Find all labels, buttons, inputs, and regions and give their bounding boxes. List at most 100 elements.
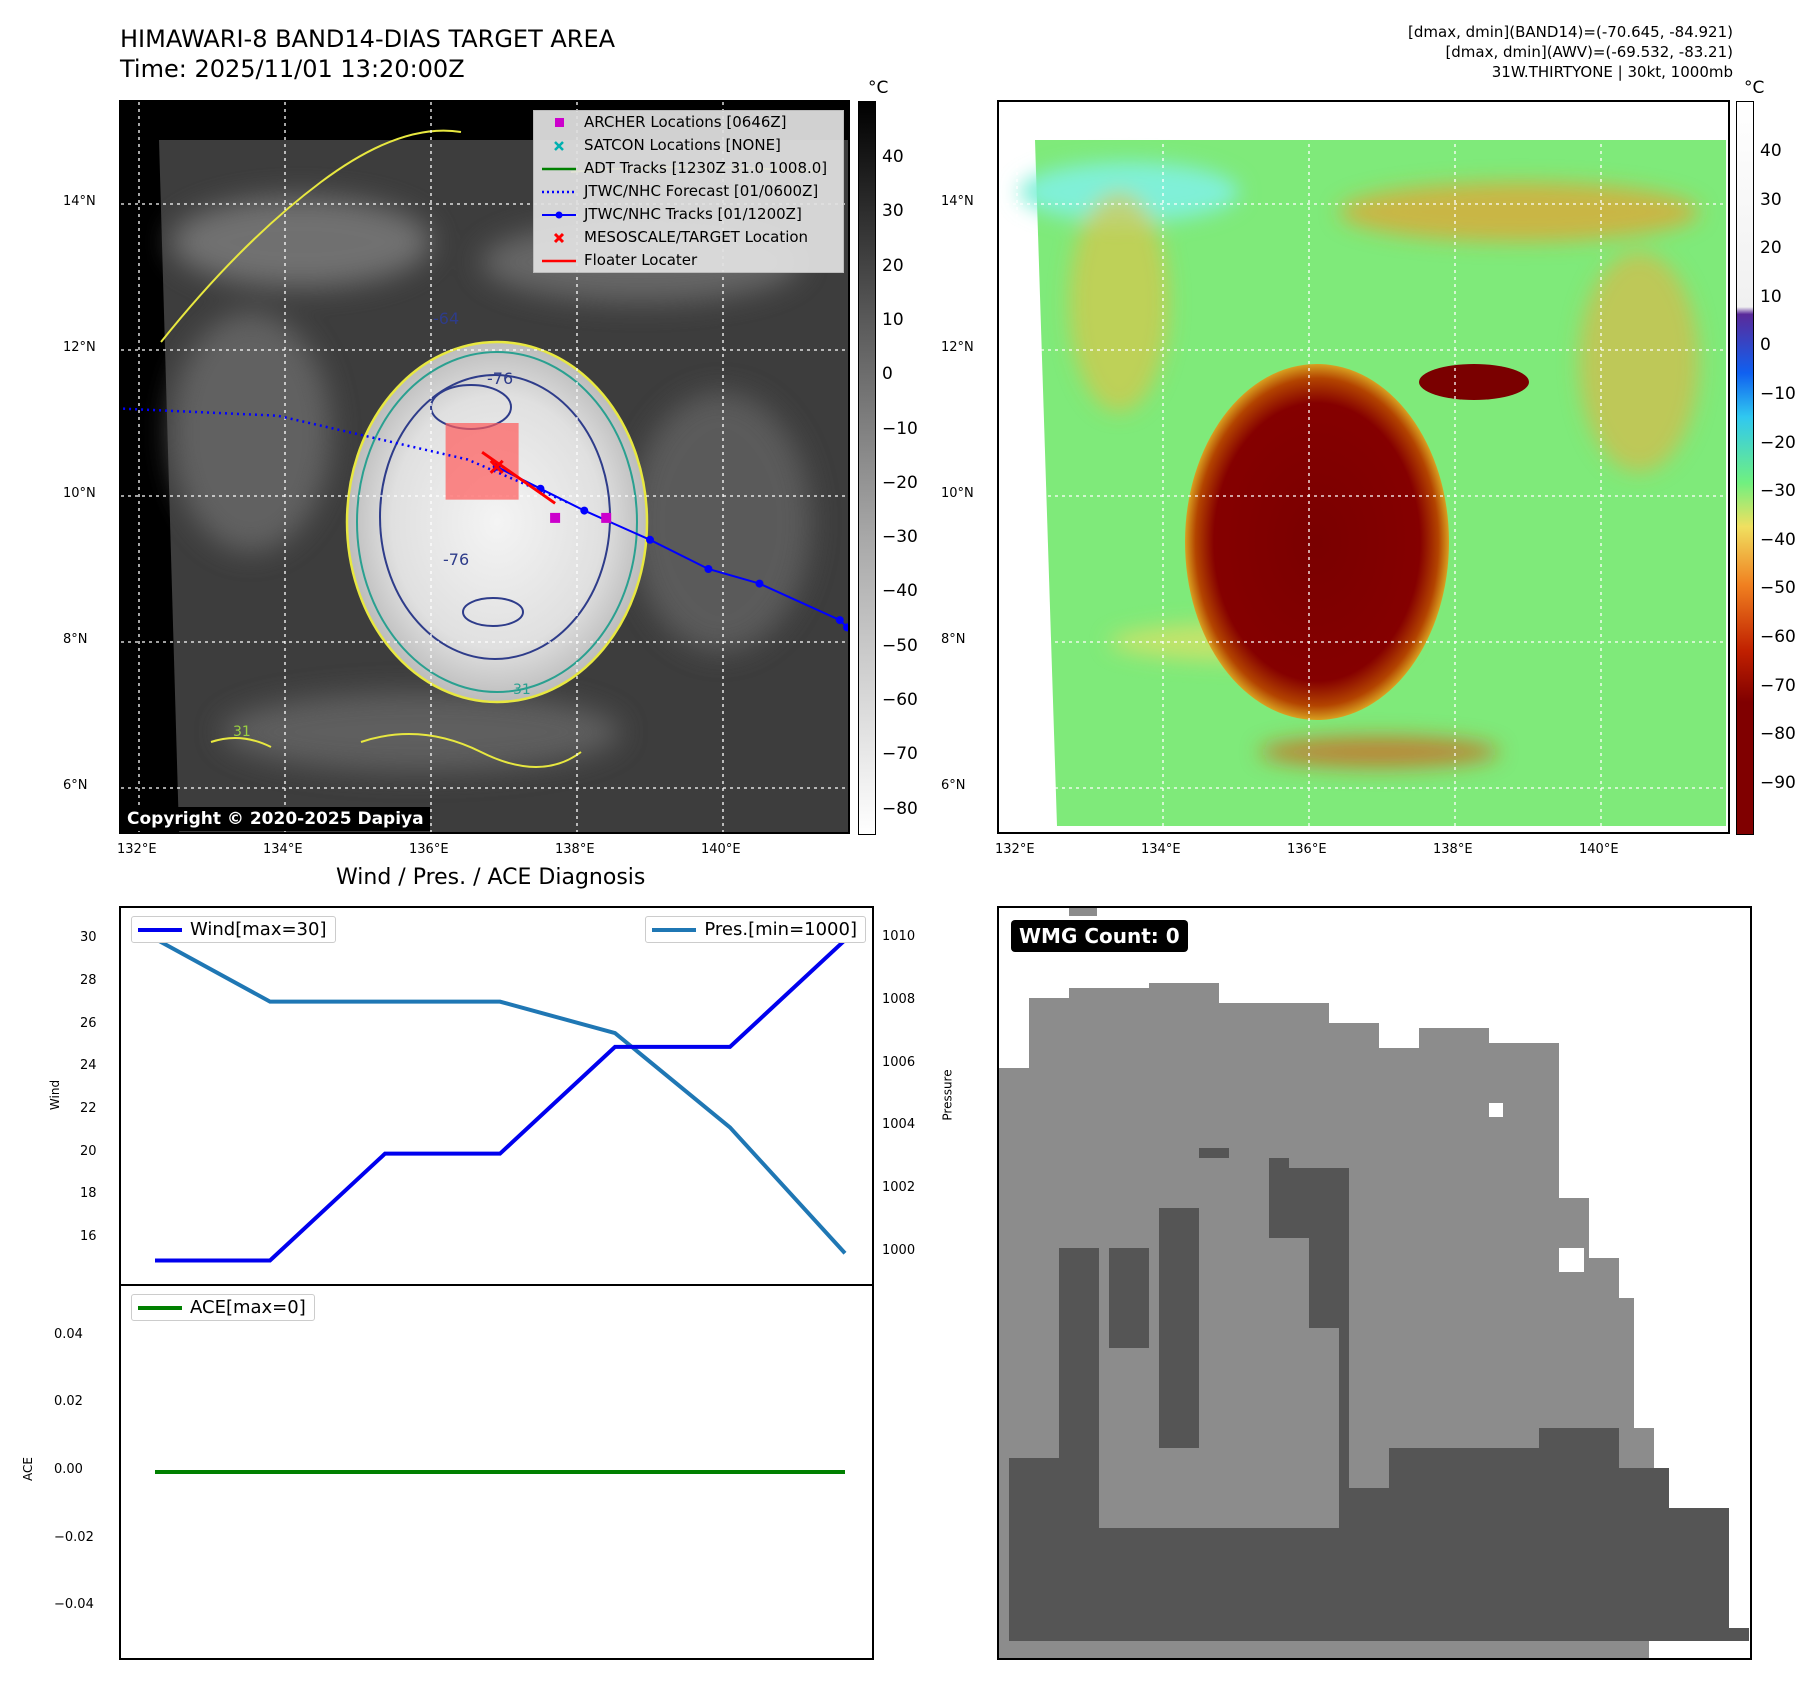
ace-legend: ACE[max=0]: [131, 1294, 315, 1321]
figure-title: HIMAWARI-8 BAND14-DIAS TARGET AREA Time:…: [120, 24, 615, 84]
info-line-3: 31W.THIRTYONE | 30kt, 1000mb: [1491, 63, 1733, 81]
copyright-label: Copyright © 2020-2025 Dapiya: [121, 807, 430, 831]
contour-label: -64: [433, 309, 460, 328]
colorbar-tick-label: −20: [882, 472, 918, 493]
colorbar-tick-label: −70: [1760, 675, 1796, 696]
legend-archer: ARCHER Locations [0646Z]: [534, 111, 843, 134]
ace-tick-label: −0.02: [54, 1529, 94, 1545]
lat-tick-label: 8°N: [63, 632, 88, 647]
pressure-tick-label: 1000: [882, 1243, 916, 1259]
ace-tick-label: 0.02: [54, 1394, 83, 1410]
colorbar-tick-label: −90: [1760, 772, 1796, 793]
colorbar-tick-label: 10: [1760, 286, 1782, 307]
info-line-2: [dmax, dmin](AWV)=(-69.532, -83.21): [1445, 43, 1733, 61]
colorbar-tick-label: −30: [1760, 481, 1796, 502]
ace-plot: [155, 1470, 845, 1474]
wind-pressure-plot: [154, 936, 847, 1263]
left-colorbar-unit: °C: [868, 78, 889, 98]
storm-info: [dmax, dmin](BAND14)=(-70.645, -84.921) …: [1408, 22, 1733, 82]
lon-tick-label: 132°E: [995, 842, 1035, 857]
lon-tick-label: 136°E: [409, 842, 449, 857]
wind-tick-label: 28: [80, 972, 97, 988]
legend-jtwc-forecast: JTWC/NHC Forecast [01/0600Z]: [542, 182, 819, 200]
lon-tick-label: 140°E: [701, 842, 741, 857]
ace-panel: ACE[max=0]: [119, 1284, 874, 1660]
contour-label: 31: [233, 724, 251, 740]
legend-floater: Floater Locater: [542, 251, 698, 269]
wmg-panel: WMG Count: 0: [997, 906, 1752, 1660]
lon-tick-label: 136°E: [1287, 842, 1327, 857]
lat-tick-label: 6°N: [941, 778, 966, 793]
pressure-tick-label: 1010: [882, 928, 916, 944]
jtwc-track-point: [580, 506, 589, 515]
colorbar-tick-label: −30: [882, 527, 918, 548]
ace-axis-label: ACE: [20, 1457, 35, 1481]
awv-map: [997, 100, 1730, 834]
archer-location-marker: [601, 512, 612, 523]
ace-tick-label: −0.04: [54, 1597, 94, 1613]
pressure-tick-label: 1006: [882, 1054, 916, 1070]
wind-tick-label: 24: [80, 1058, 97, 1074]
lat-tick-label: 14°N: [941, 194, 974, 209]
wmg-image: [999, 908, 1749, 1658]
lon-tick-label: 134°E: [263, 842, 303, 857]
lon-tick-label: 138°E: [1433, 842, 1473, 857]
colorbar-tick-label: −70: [882, 744, 918, 765]
contour-label: -76: [487, 369, 514, 388]
colorbar-tick-label: −10: [1760, 384, 1796, 404]
colorbar-tick-label: −80: [1760, 724, 1796, 745]
lat-tick-label: 10°N: [63, 486, 96, 501]
title-line-2: Time: 2025/11/01 13:20:00Z: [120, 55, 465, 83]
wind-tick-label: 20: [80, 1143, 97, 1159]
floater-locater-line: [481, 450, 556, 505]
jtwc-track-point: [646, 535, 654, 544]
wind-tick-label: 22: [80, 1100, 97, 1116]
right-colorbar: [1736, 101, 1754, 835]
lat-tick-label: 6°N: [63, 778, 88, 793]
left-colorbar: [858, 101, 876, 835]
colorbar-tick-label: −10: [882, 418, 918, 439]
wind-axis-label: Wind: [48, 1079, 63, 1111]
archer-location-marker: [550, 512, 561, 523]
colorbar-tick-label: −50: [1760, 578, 1796, 599]
colorbar-tick-label: 0: [882, 364, 893, 385]
legend-mesoscale: MESOSCALE/TARGET Location: [534, 226, 843, 249]
info-line-1: [dmax, dmin](BAND14)=(-70.645, -84.921): [1408, 23, 1733, 41]
ace-tick-label: 0.04: [54, 1326, 83, 1342]
colorbar-tick-label: 20: [1760, 238, 1782, 259]
pressure-axis-label: Pressure: [940, 1069, 955, 1121]
wind-tick-label: 26: [80, 1015, 97, 1031]
right-colorbar-unit: °C: [1744, 78, 1765, 98]
wind-tick-label: 18: [80, 1186, 97, 1202]
pressure-legend: Pres.[min=1000]: [645, 916, 866, 943]
legend-satcon: SATCON Locations [NONE]: [534, 134, 843, 157]
floater-box: [445, 423, 519, 500]
track-legend: ARCHER Locations [0646Z] SATCON Location…: [533, 110, 844, 273]
colorbar-tick-label: −60: [882, 690, 918, 710]
lon-tick-label: 140°E: [1579, 842, 1619, 857]
colorbar-tick-label: −40: [1760, 529, 1796, 550]
colorbar-tick-label: 40: [1760, 141, 1782, 161]
jtwc-track-line: [496, 465, 848, 629]
lon-tick-label: 134°E: [1141, 842, 1181, 857]
jtwc-track-point: [755, 579, 764, 588]
band14-image: [121, 102, 848, 832]
colorbar-tick-label: −20: [1760, 432, 1796, 453]
lat-tick-label: 14°N: [63, 194, 96, 209]
jtwc-track-point: [835, 616, 844, 625]
lat-tick-label: 12°N: [63, 340, 96, 355]
legend-jtwc-tracks: JTWC/NHC Tracks [01/1200Z]: [534, 203, 843, 226]
colorbar-tick-label: 20: [882, 255, 904, 276]
wind-line: [155, 938, 847, 1263]
pressure-line: [154, 936, 847, 1255]
colorbar-tick-label: 40: [882, 147, 904, 167]
pressure-tick-label: 1004: [882, 1117, 916, 1133]
lat-tick-label: 12°N: [941, 340, 974, 355]
wind-tick-label: 16: [80, 1229, 97, 1245]
contour-label: -76: [443, 550, 470, 569]
colorbar-tick-label: 30: [1760, 189, 1782, 210]
legend-adt: ADT Tracks [1230Z 31.0 1008.0]: [542, 159, 828, 177]
lon-tick-label: 138°E: [555, 842, 595, 857]
colorbar-tick-label: −60: [1760, 627, 1796, 647]
contour-label: 31: [513, 682, 531, 698]
